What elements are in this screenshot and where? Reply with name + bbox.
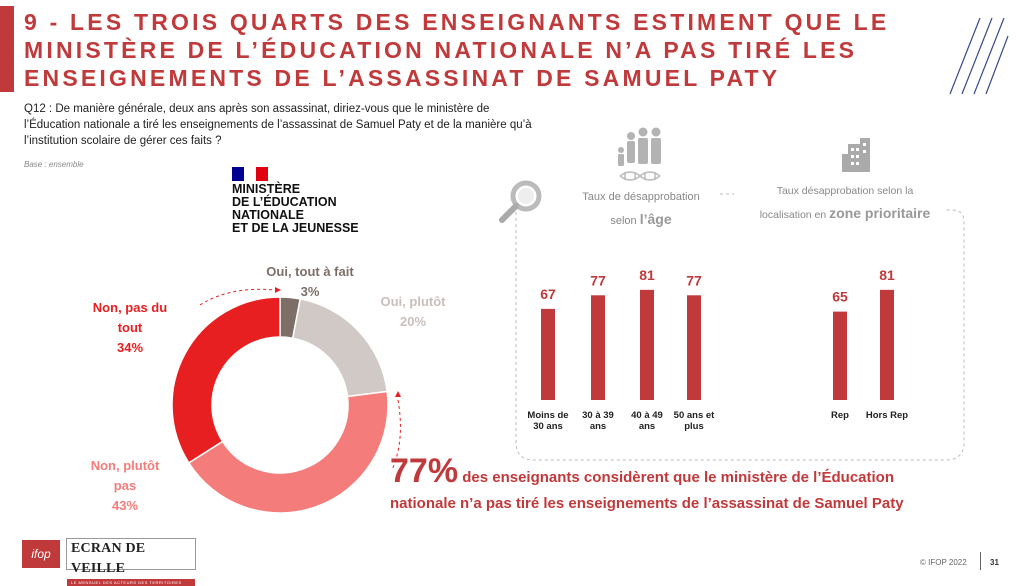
ecran-de-veille-logo: ECRAN DE VEILLE LE MENSUEL DES ACTEURS D… — [66, 538, 196, 586]
key-finding-percent: 77% — [390, 452, 459, 490]
family-icon — [618, 127, 661, 166]
ministry-name: MINISTÈRE DE L’ÉDUCATION NATIONALE ET DE… — [232, 183, 359, 235]
bar — [880, 289, 894, 400]
bar-category-label: 40 à 49 — [631, 410, 663, 421]
donut-label-text: Oui, plutôt — [380, 294, 446, 309]
french-flag-icon — [232, 167, 268, 181]
key-finding-text-2: nationale n’a pas tiré les enseignements… — [390, 495, 904, 512]
title-accent-bar — [0, 6, 14, 92]
flag-blue — [232, 167, 244, 181]
ministry-line: NATIONALE — [232, 208, 304, 222]
dna-icon — [619, 171, 661, 181]
age-panel-title-line2: selon l’âge — [566, 208, 716, 232]
footer-separator — [980, 552, 981, 570]
bar-category-label: 30 à 39 — [582, 410, 614, 421]
bar-category-label: ans — [639, 421, 655, 432]
age-panel-title-prefix: selon — [610, 215, 640, 227]
zone-panel-title-emphasis: zone prioritaire — [829, 205, 931, 221]
bar-category-label: 30 ans — [533, 421, 563, 432]
bar-value-label: 67 — [540, 286, 556, 302]
donut-chart — [171, 296, 389, 514]
bar — [833, 311, 847, 400]
donut-label-oui-plutot: Oui, plutôt 20% — [358, 292, 468, 332]
bar-category-label: plus — [684, 421, 704, 432]
bar-category-label: Moins de — [527, 410, 568, 421]
ministry-logo: MINISTÈRE DE L’ÉDUCATION NATIONALE ET DE… — [232, 167, 359, 235]
bar-category-label: ans — [590, 421, 606, 432]
ministry-line: MINISTÈRE — [232, 182, 301, 196]
donut-label-text: Non, pas du — [92, 300, 168, 315]
age-panel-title-line1: Taux de désapprobation — [582, 191, 700, 203]
bar-value-label: 81 — [639, 267, 655, 283]
bar-value-label: 77 — [590, 272, 606, 288]
bar-category-label: Hors Rep — [866, 410, 908, 421]
ministry-line: ET DE LA JEUNESSE — [232, 221, 359, 235]
bar-value-label: 81 — [879, 267, 895, 283]
donut-label-non-pas-du-tout: Non, pas du tout 34% — [70, 298, 190, 358]
survey-question: Q12 : De manière générale, deux ans aprè… — [24, 103, 532, 147]
zone-panel-title: Taux désapprobation selon la localisatio… — [740, 180, 950, 226]
donut-value-label: 20% — [399, 314, 427, 329]
bar-category-label: Rep — [831, 410, 849, 421]
zone-panel-title-line2: localisation en zone prioritaire — [740, 202, 950, 226]
bar-value-label: 77 — [686, 272, 702, 288]
zone-bar-chart: 65 Rep 81 Hors Rep — [831, 267, 908, 421]
donut-label-text: Non, plutôt — [90, 458, 160, 473]
bar — [591, 295, 605, 400]
ifop-logo: ifop — [22, 540, 60, 568]
flag-red — [256, 167, 268, 181]
zone-panel-title-line1: Taux désapprobation selon la — [776, 185, 914, 197]
ecran-logo-subtitle: LE MENSUEL DES ACTEURS DES TERRITOIRES — [67, 579, 195, 586]
ecran-logo-text: ECRAN DE VEILLE — [71, 541, 146, 576]
decorative-stripes — [949, 17, 1009, 95]
donut-value-label: 43% — [111, 498, 139, 513]
donut-label-text: pas — [113, 478, 137, 493]
page-title: 9 - Les trois quarts des enseignants est… — [24, 9, 890, 91]
panel-dashed-border — [515, 209, 965, 461]
sample-base: Base : ensemble — [24, 160, 84, 169]
donut-slice-non-pas-du-tout — [171, 296, 281, 464]
donut-label-text: Oui, tout à fait — [266, 264, 354, 279]
key-finding-callout: 77% des enseignants considèrent que le m… — [390, 452, 980, 515]
breakdown-panel — [499, 127, 965, 461]
bar-category-label: 50 ans et — [674, 410, 715, 421]
donut-value-label: 34% — [116, 340, 144, 355]
bar — [640, 289, 654, 400]
donut-slice-non-plutot-pas — [187, 390, 389, 514]
page-number: 31 — [990, 558, 999, 567]
bar-value-label: 65 — [832, 289, 848, 305]
zone-panel-title-prefix: localisation en — [759, 209, 830, 221]
bar — [541, 308, 555, 400]
donut-value-label: 3% — [300, 284, 320, 299]
magnifier-icon — [499, 180, 542, 223]
key-finding-text-1: des enseignants considèrent que le minis… — [458, 469, 895, 486]
flag-white — [244, 167, 256, 181]
bar — [687, 295, 701, 400]
building-icon — [842, 138, 870, 172]
copyright: © IFOP 2022 — [920, 558, 967, 567]
age-panel-title: Taux de désapprobation selon l’âge — [566, 186, 716, 232]
donut-label-oui-tout-a-fait: Oui, tout à fait 3% — [255, 262, 365, 302]
ministry-line: DE L’ÉDUCATION — [232, 195, 337, 209]
age-panel-title-emphasis: l’âge — [639, 211, 672, 227]
donut-label-non-plutot-pas: Non, plutôt pas 43% — [60, 456, 190, 516]
donut-label-text: tout — [117, 320, 143, 335]
